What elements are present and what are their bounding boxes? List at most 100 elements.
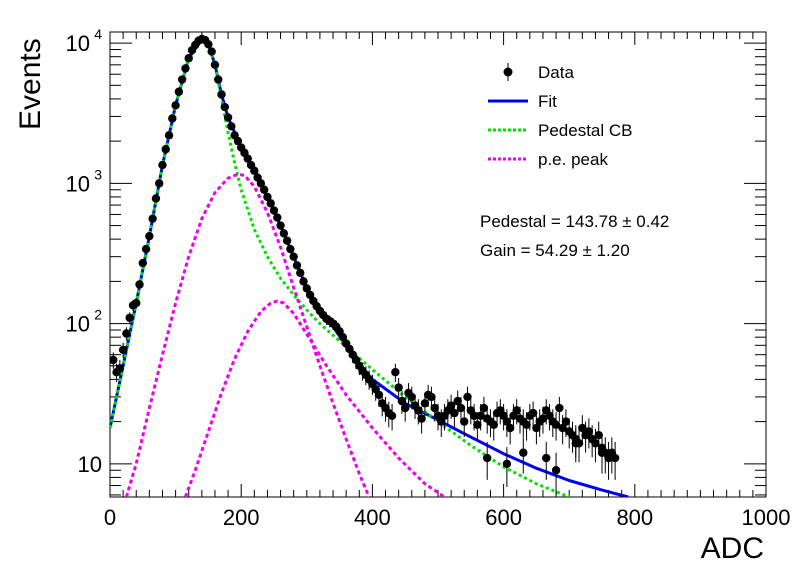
data-point	[299, 277, 308, 286]
data-point	[584, 427, 594, 436]
data-point	[571, 439, 580, 448]
pedestal-annotation: Pedestal = 143.78 ± 0.42	[480, 212, 670, 231]
data-point	[148, 214, 157, 223]
y-tick-label: 10	[66, 31, 90, 56]
data-point	[407, 392, 416, 402]
data-point	[532, 423, 541, 433]
data-point	[292, 261, 302, 270]
data-point	[273, 213, 282, 222]
data-point	[420, 399, 430, 408]
data-point	[158, 160, 167, 170]
data-point	[591, 439, 600, 448]
data-point	[115, 364, 125, 373]
series-line-p-e-peak-2	[183, 299, 446, 497]
data-point	[512, 406, 521, 415]
data-point	[135, 280, 144, 289]
data-point	[456, 403, 466, 413]
data-point	[417, 414, 426, 423]
data-point	[161, 145, 170, 154]
legend-label: p.e. peak	[538, 150, 608, 169]
x-tick-label: 0	[104, 505, 116, 530]
data-point	[125, 313, 134, 322]
data-point	[450, 408, 459, 418]
data-point	[489, 420, 498, 429]
data-point	[374, 390, 384, 400]
data-point	[210, 60, 220, 70]
y-tick-label: 10	[78, 452, 102, 477]
data-point	[394, 383, 403, 392]
data-point	[302, 284, 311, 293]
data-point	[151, 194, 161, 203]
data-point	[594, 430, 603, 440]
data-point	[610, 453, 620, 463]
data-point	[286, 244, 295, 254]
data-point	[551, 466, 561, 475]
data-point	[578, 423, 587, 433]
y-tick-label: 10	[66, 312, 90, 337]
data-point	[174, 87, 184, 96]
data-point	[430, 403, 439, 413]
data-point	[181, 64, 190, 73]
legend-label: Fit	[538, 92, 557, 111]
data-point	[217, 90, 226, 99]
data-point	[401, 403, 410, 413]
data-point	[207, 47, 216, 56]
x-tick-label: 600	[485, 505, 522, 530]
data-point	[542, 453, 551, 463]
data-point	[522, 420, 531, 429]
data-point	[502, 459, 512, 469]
data-point	[141, 244, 151, 254]
y-axis-title: Events	[14, 38, 47, 130]
data-point	[338, 332, 348, 342]
data-point	[453, 396, 462, 406]
data-point	[561, 417, 571, 426]
data-point	[243, 154, 252, 163]
data-point	[233, 136, 243, 146]
data-point	[551, 420, 561, 429]
data-point	[555, 403, 564, 413]
x-axis-title: ADC	[700, 532, 764, 565]
data-point	[168, 114, 177, 123]
data-point	[132, 298, 141, 308]
data-point	[227, 122, 236, 131]
data-point	[473, 420, 482, 429]
gain-annotation: Gain = 54.29 ± 1.20	[480, 241, 630, 260]
data-point	[296, 268, 305, 278]
data-point	[519, 448, 528, 457]
legend-label: Data	[538, 63, 574, 82]
data-point	[460, 417, 469, 426]
data-point	[597, 448, 607, 457]
series-line-pedestal-cb	[110, 38, 570, 497]
plot-area	[110, 34, 629, 497]
data-point	[502, 417, 512, 426]
data-point	[397, 396, 407, 406]
data-point	[204, 40, 213, 49]
data-point	[223, 113, 233, 122]
data-point	[479, 403, 489, 413]
data-point	[164, 131, 174, 140]
data-point	[118, 345, 128, 355]
data-point	[476, 411, 485, 421]
legend-marker-data	[503, 67, 513, 77]
data-point	[220, 102, 229, 112]
data-point	[269, 206, 279, 215]
data-point	[110, 355, 118, 365]
y-tick-exponent: 3	[94, 166, 102, 182]
series-line-p-e-peak-1	[124, 172, 371, 497]
x-tick-label: 200	[223, 505, 260, 530]
x-tick-label: 1000	[742, 505, 791, 530]
data-point	[184, 54, 193, 63]
y-tick-exponent: 4	[94, 26, 102, 42]
data-point	[387, 411, 397, 421]
x-tick-label: 800	[616, 505, 653, 530]
data-point	[538, 414, 548, 423]
data-point	[463, 392, 472, 402]
data-point	[282, 236, 292, 245]
data-point	[483, 453, 492, 463]
data-point	[558, 423, 567, 433]
data-point	[171, 101, 180, 110]
data-point	[279, 229, 289, 238]
data-point	[414, 406, 423, 415]
data-point	[263, 192, 272, 202]
